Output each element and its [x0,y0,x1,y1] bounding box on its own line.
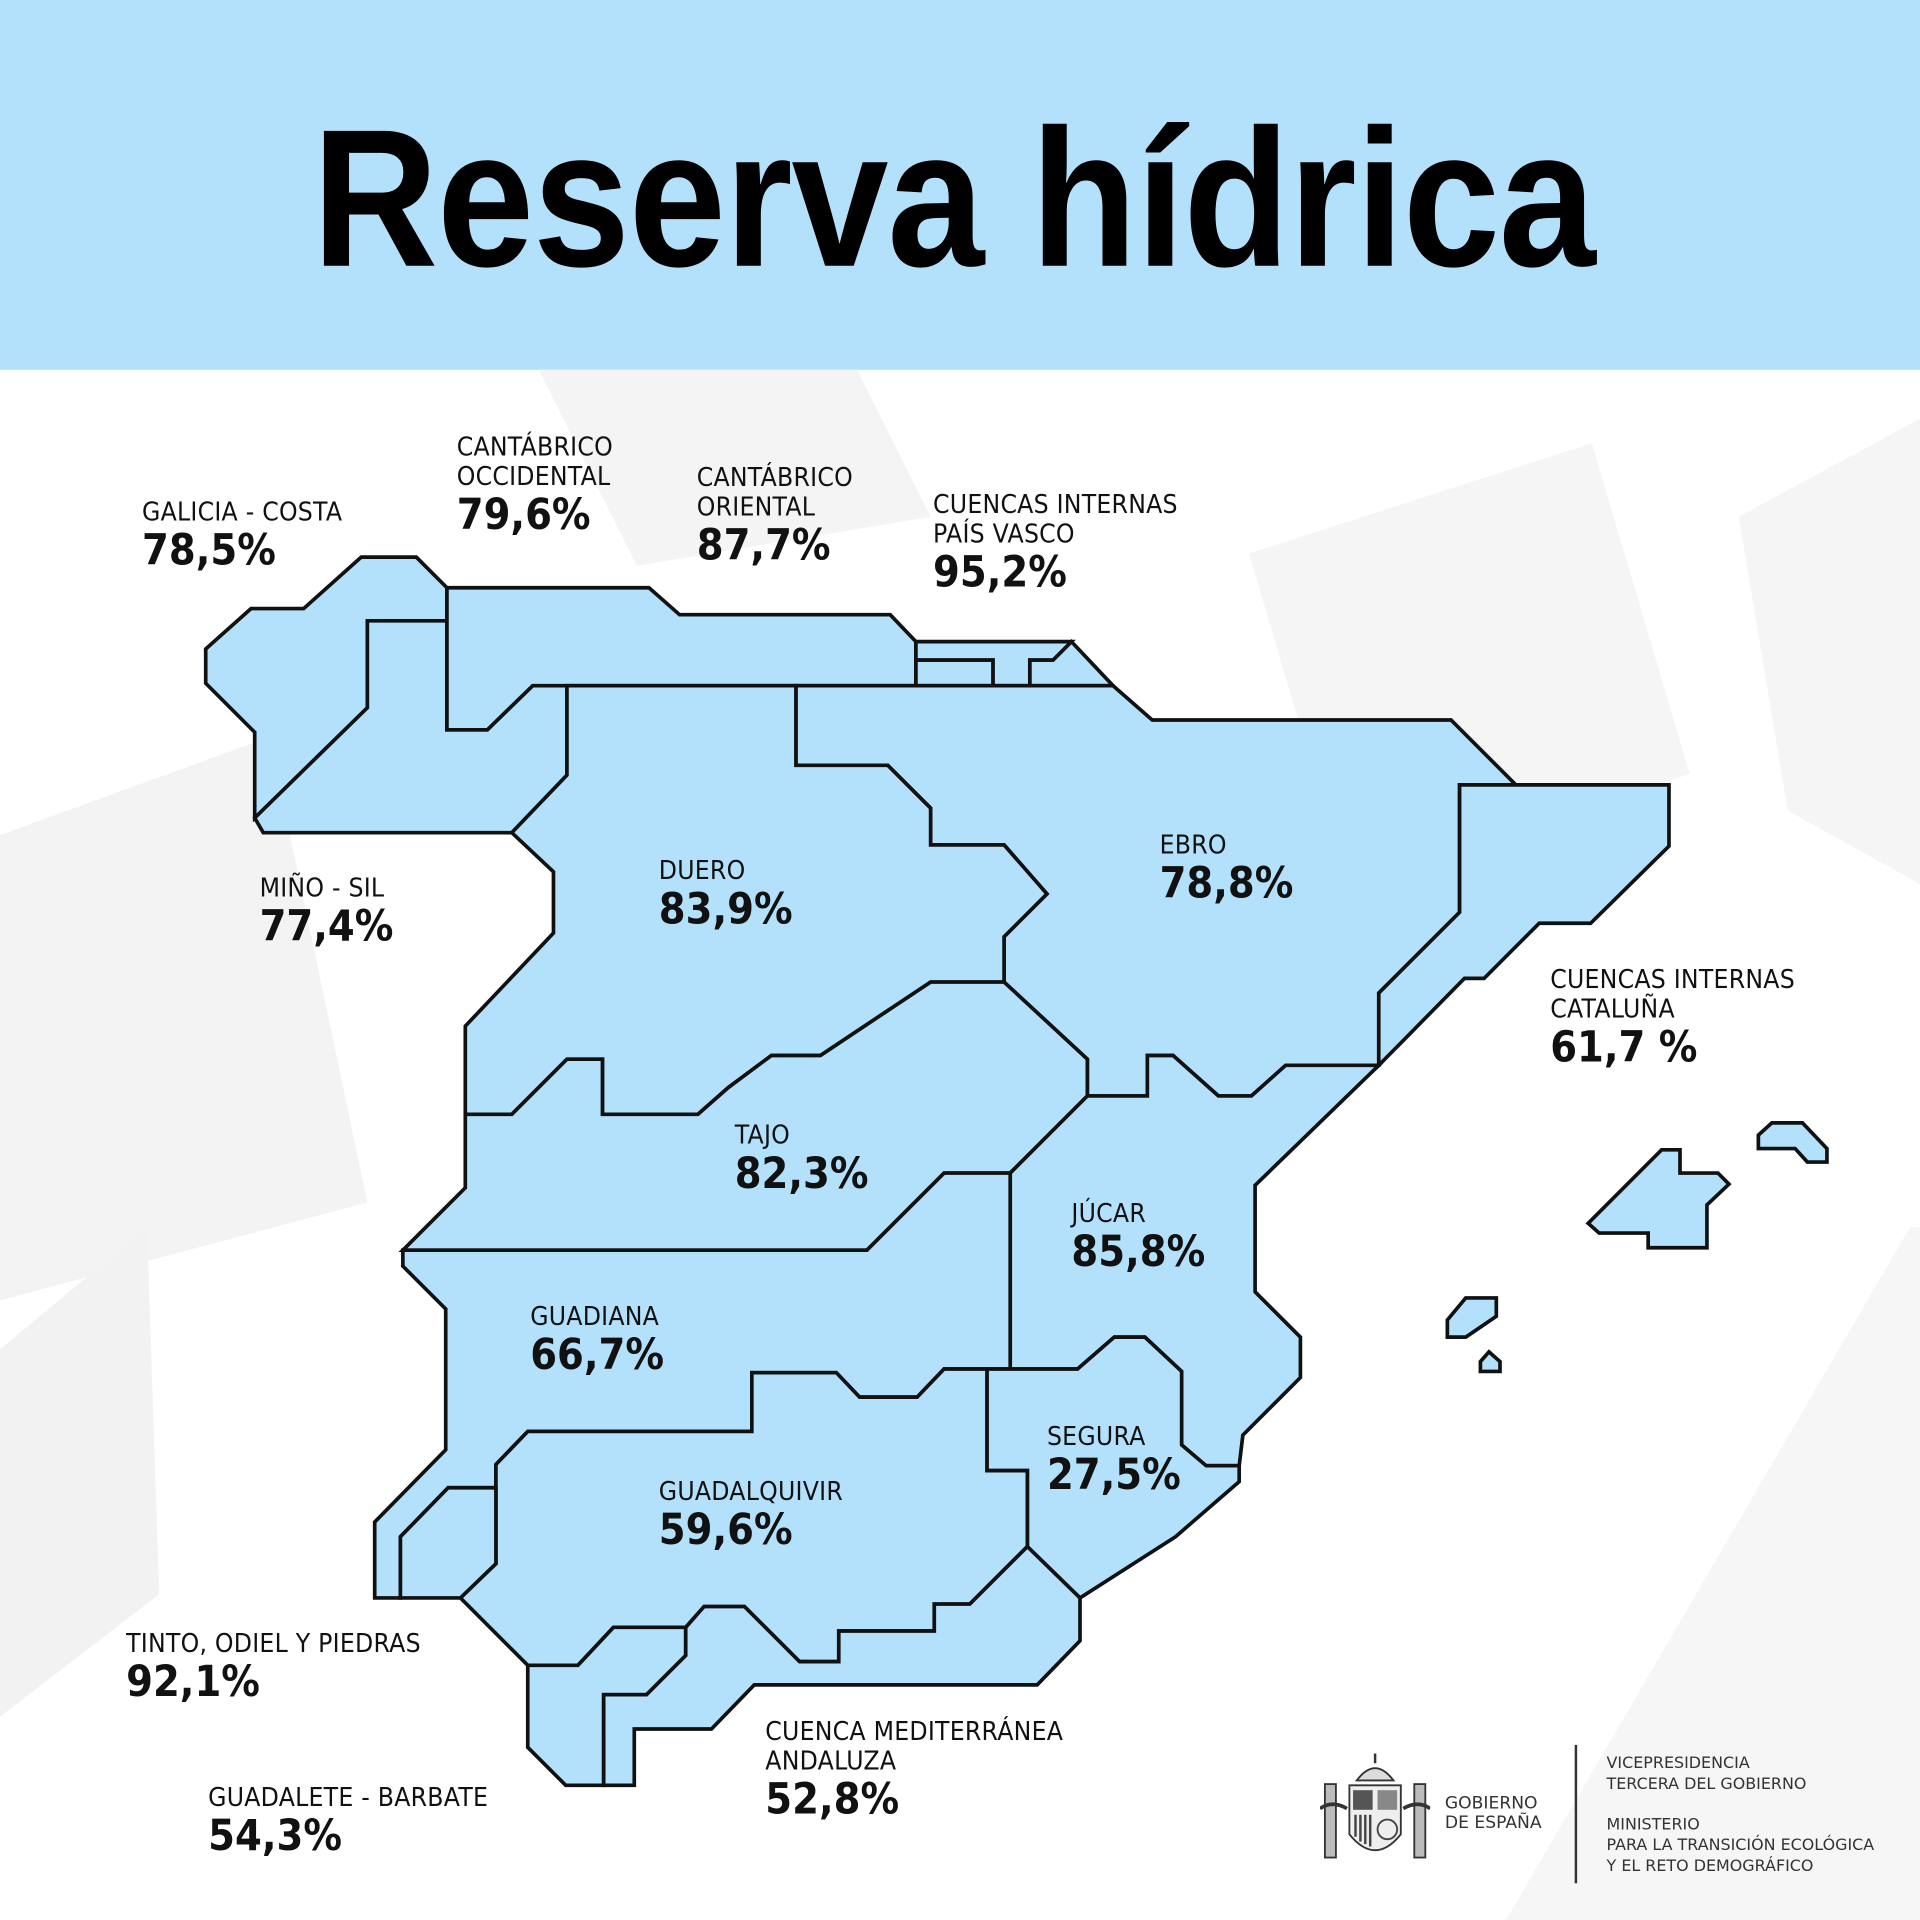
basin-name: CANTÁBRICO [696,462,853,493]
background-pattern [0,369,1920,1920]
basin-name: TAJO [734,1120,790,1150]
basin-value: 77,4% [259,902,394,952]
footer-line: VICEPRESIDENCIA [1606,1754,1750,1774]
basin-cantabrico-oriental-west[interactable] [914,658,995,688]
basin-value: 78,8% [1159,859,1294,909]
basin-name: DUERO [658,855,746,886]
label-ebro: EBRO 78,8% [1160,830,1309,908]
label-guadalquivir: GUADALQUIVIR 59,6% [659,1477,859,1555]
label-tinto-odiel-piedras: TINTO, ODIEL Y PIEDRAS 92,1% [126,1629,446,1707]
basin-value: 87,7% [696,521,831,571]
basin-value: 79,6% [456,491,591,541]
bg-shape [0,737,368,1301]
basin-value: 66,7% [530,1331,665,1381]
footer-divider [1574,1744,1578,1884]
basin-tinto-odiel-piedras[interactable] [398,1485,498,1600]
basin-name: GUADALQUIVIR [658,1476,843,1507]
basin-value: 95,2% [933,548,1067,598]
basin-value: 78,5% [142,526,276,576]
island-menorca[interactable] [1756,1121,1829,1164]
basin-name: CUENCAS INTERNAS [933,489,1178,520]
label-guadiana: GUADIANA 66,7% [530,1302,679,1380]
ministry-logo-text: VICEPRESIDENCIA TERCERA DEL GOBIERNO MIN… [1607,1753,1875,1877]
footer-line: MINISTERIO [1606,1815,1700,1835]
label-guadalete-barbate: GUADALETE - BARBATE 54,3% [208,1783,512,1861]
label-galicia-costa: GALICIA - COSTA 78,5% [142,497,360,575]
basin-value: 85,8% [1071,1228,1206,1278]
basin-value: 27,5% [1046,1451,1181,1501]
footer-line: DE ESPAÑA [1444,1813,1542,1834]
label-cantabrico-oriental: CANTÁBRICO ORIENTAL 87,7% [697,463,867,571]
basin-cataluna[interactable] [1376,783,1671,1070]
bg-shape [1738,418,1920,885]
header-banner: Reserva hídrica [0,0,1920,370]
label-mino-sil: MIÑO - SIL 77,4% [260,873,409,951]
label-duero: DUERO 83,9% [659,856,808,934]
island-mallorca[interactable] [1585,1147,1732,1250]
basin-name: CANTÁBRICO [456,432,613,462]
basin-name: GUADALETE - BARBATE [208,1782,489,1813]
label-cataluna: CUENCAS INTERNAS CATALUÑA 61,7 % [1550,965,1816,1073]
basin-value: 82,3% [734,1149,869,1199]
label-tajo: TAJO 82,3% [735,1120,884,1198]
label-mediterranea-andaluza: CUENCA MEDITERRÁNEA ANDALUZA 52,8% [765,1717,1089,1825]
island-formentera[interactable] [1478,1349,1502,1374]
coat-of-arms-icon [1320,1753,1431,1859]
basin-value: 54,3% [208,1812,342,1862]
island-ibiza[interactable] [1445,1296,1499,1339]
basin-name: PAÍS VASCO [933,519,1075,549]
footer-line: GOBIERNO [1444,1793,1538,1814]
basin-name: CUENCAS INTERNAS [1550,964,1795,995]
basin-name: CATALUÑA [1550,994,1675,1024]
basin-name: CUENCA MEDITERRÁNEA [765,1716,1064,1747]
basin-value: 83,9% [658,885,793,935]
gobierno-de-espana-logo-text: GOBIERNO DE ESPAÑA [1445,1794,1542,1833]
basin-name: ANDALUZA [765,1746,897,1776]
footer-line: Y EL RETO DEMOGRÁFICO [1606,1857,1814,1876]
label-cantabrico-occidental: CANTÁBRICO OCCIDENTAL 79,6% [457,432,627,540]
basin-name: JÚCAR [1071,1198,1146,1229]
basin-name: GALICIA - COSTA [142,497,343,527]
footer-line: PARA LA TRANSICIÓN ECOLÓGICA [1606,1836,1875,1856]
basin-name: ORIENTAL [696,492,816,522]
basin-value: 52,8% [765,1775,900,1825]
label-segura: SEGURA 27,5% [1047,1422,1196,1500]
basin-name: TINTO, ODIEL Y PIEDRAS [126,1628,421,1658]
bg-shape [0,1226,160,1717]
bg-shape [1506,1226,1920,1920]
page-title: Reserva hídrica [312,88,1596,308]
label-jucar: JÚCAR 85,8% [1071,1199,1220,1277]
basin-mediterranea-andaluza[interactable] [601,1543,1082,1788]
basin-value: 92,1% [126,1657,260,1707]
footer-line: TERCERA DEL GOBIERNO [1606,1775,1807,1794]
basin-name: SEGURA [1046,1421,1146,1452]
basin-value: 61,7 % [1550,1023,1698,1073]
basin-value: 59,6% [658,1506,793,1556]
basin-name: EBRO [1159,830,1227,860]
basin-name: GUADIANA [530,1301,660,1332]
basin-name: OCCIDENTAL [456,461,611,492]
label-pais-vasco: CUENCAS INTERNAS PAÍS VASCO 95,2% [933,490,1199,598]
basin-name: MIÑO - SIL [259,873,385,903]
bg-shape [538,369,931,566]
